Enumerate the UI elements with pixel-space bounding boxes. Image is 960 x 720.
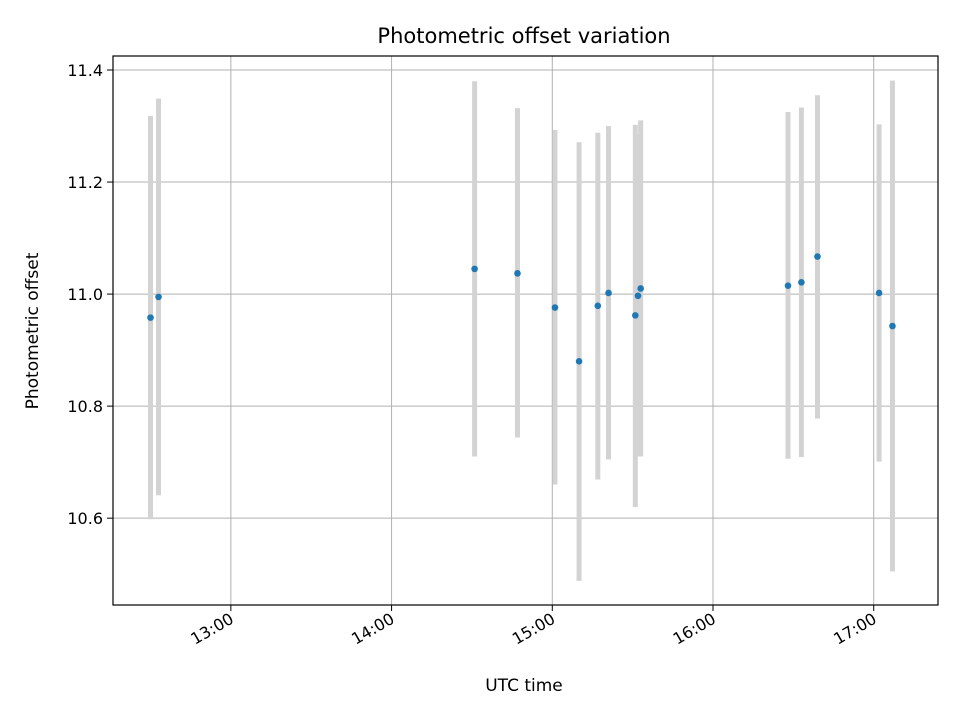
data-point [471, 265, 478, 273]
y-axis-ticks: 10.6 10.8 11.0 11.2 11.4 [67, 61, 113, 528]
error-bars [148, 80, 895, 581]
plot-area-frame [112, 55, 939, 606]
y-axis-label: Photometric offset [23, 252, 43, 409]
x-tick-label: 13:00 [187, 609, 236, 649]
x-tick-label: 16:00 [670, 609, 719, 649]
y-tick-label: 10.6 [67, 509, 103, 528]
data-point [594, 302, 602, 310]
y-tick-label: 11.0 [67, 285, 103, 304]
data-point [575, 358, 583, 365]
data-point [155, 293, 162, 301]
data-point [514, 270, 521, 277]
data-point [147, 314, 154, 321]
x-tick-label: 14:00 [348, 609, 397, 649]
data-point [784, 282, 792, 289]
data-point [889, 322, 896, 330]
x-tick-label: 15:00 [509, 609, 558, 649]
grid [113, 56, 938, 605]
data-point [605, 289, 612, 297]
y-tick-label: 10.8 [67, 397, 103, 416]
data-point [814, 253, 821, 260]
x-tick-label: 17:00 [830, 609, 879, 649]
data-point [798, 279, 805, 286]
data-point [637, 285, 644, 292]
y-tick-label: 11.4 [67, 61, 103, 80]
data-points [147, 253, 896, 365]
y-tick-label: 11.2 [67, 173, 103, 192]
chart-title: Photometric offset variation [377, 24, 670, 48]
x-axis-label: UTC time [485, 676, 563, 696]
data-point [551, 304, 559, 311]
data-point [875, 289, 883, 297]
x-axis-ticks: 13:00 14:00 15:00 16:00 17:00 [187, 605, 880, 649]
data-point [634, 292, 642, 300]
data-point [632, 312, 639, 319]
